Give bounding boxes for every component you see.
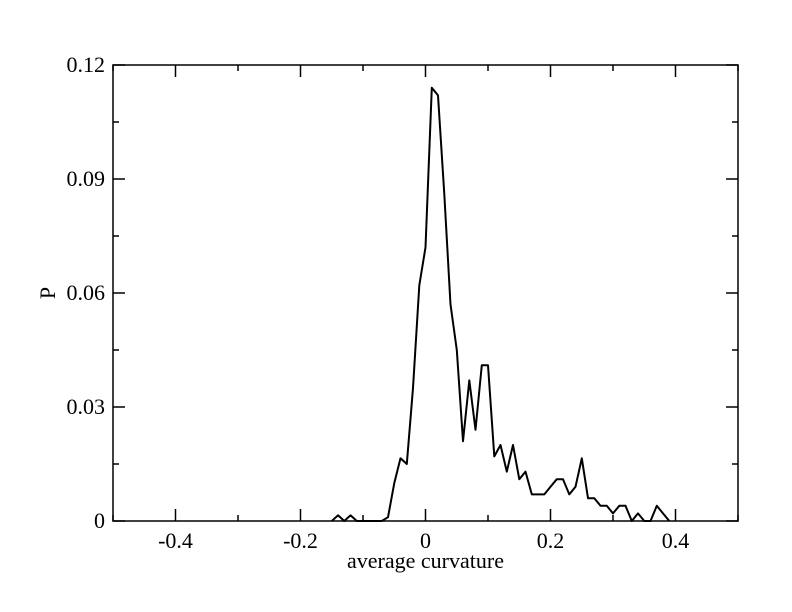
x-tick-label: -0.2 (283, 528, 318, 553)
plot-frame (112, 64, 739, 522)
y-tick-label: 0.12 (67, 52, 106, 77)
x-tick-label: 0.2 (537, 528, 565, 553)
x-axis-title: average curvature (347, 548, 504, 573)
x-tick-label: -0.4 (158, 528, 193, 553)
series-group (331, 86, 671, 522)
y-axis-title: P (35, 287, 60, 299)
y-tick-label: 0.03 (67, 394, 106, 419)
axis-ticks (112, 64, 739, 522)
y-axis-tick-labels: 0 0.03 0.06 0.09 0.12 (67, 52, 106, 533)
y-tick-label: 0.09 (67, 166, 106, 191)
x-tick-label: 0 (420, 528, 431, 553)
series-line (331, 86, 671, 522)
y-tick-label: 0.06 (67, 280, 106, 305)
y-tick-label: 0 (94, 508, 105, 533)
x-axis-tick-labels: -0.4 -0.2 0 0.2 0.4 (158, 528, 689, 553)
x-tick-label: 0.4 (662, 528, 690, 553)
